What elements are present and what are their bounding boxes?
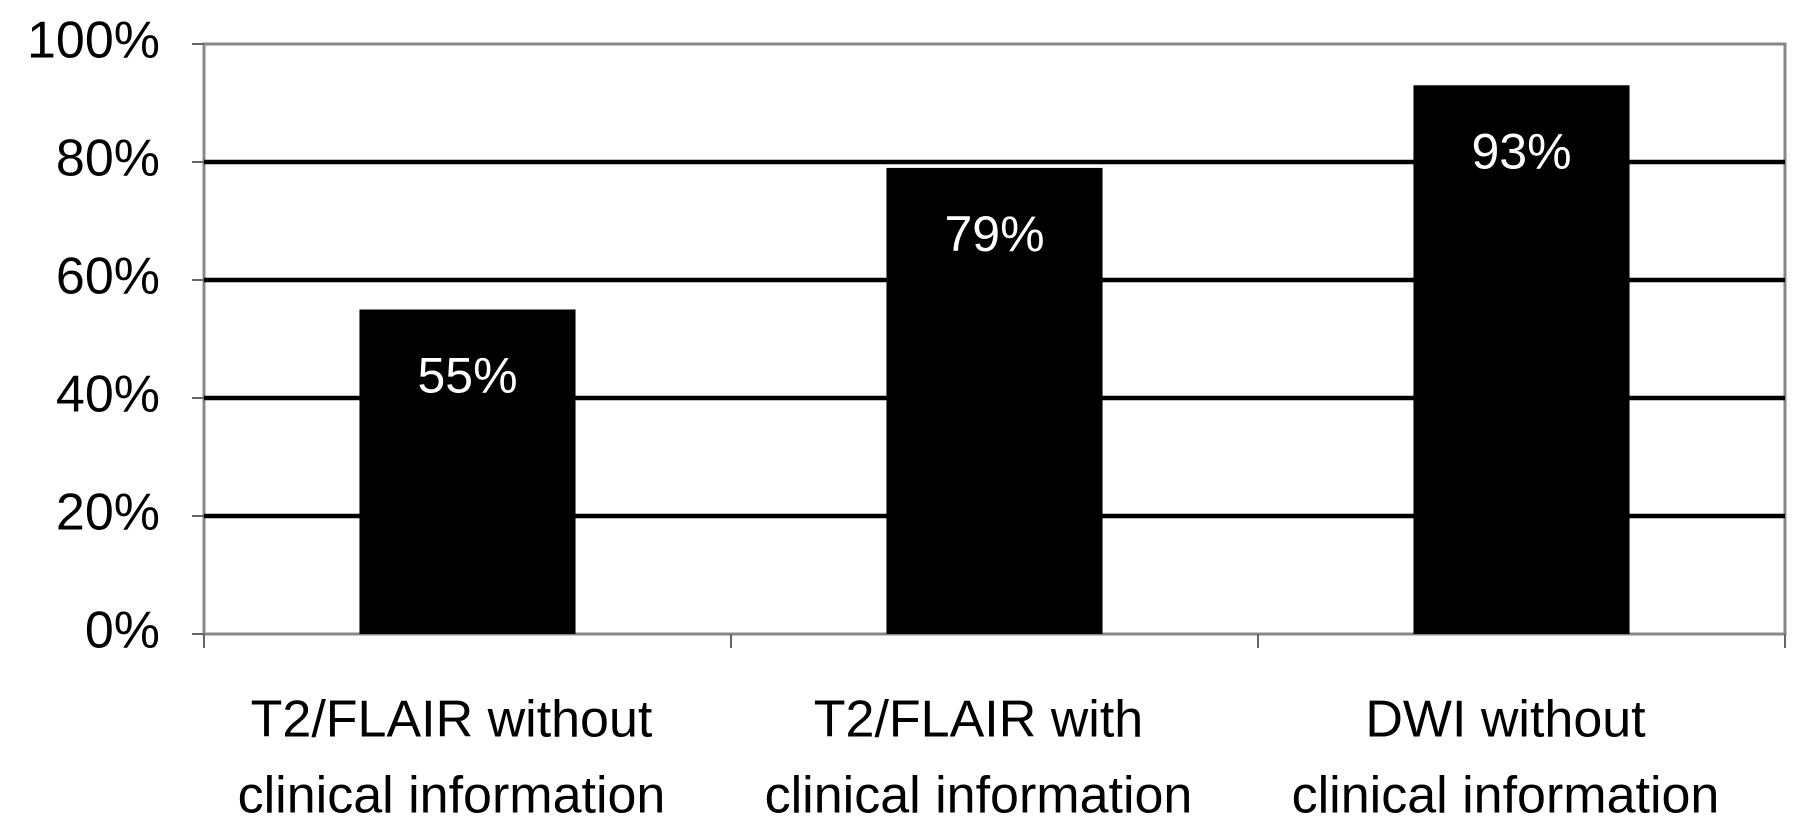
x-tick-label: DWI without — [1365, 691, 1646, 749]
x-tick-label: T2/FLAIR without — [251, 691, 653, 749]
value-label: 79% — [944, 206, 1044, 262]
value-label: 55% — [417, 348, 517, 404]
y-tick-label: 100% — [27, 12, 160, 70]
y-tick-label: 60% — [56, 248, 160, 306]
value-label: 93% — [1471, 124, 1571, 180]
x-tick-label: clinical information — [238, 767, 666, 825]
x-tick-label: T2/FLAIR with — [814, 691, 1143, 749]
y-tick-label: 40% — [56, 366, 160, 424]
y-tick-label: 0% — [85, 602, 160, 660]
bar — [1413, 85, 1630, 635]
bar — [359, 309, 576, 634]
x-tick-label: clinical information — [1292, 767, 1720, 825]
y-tick-label: 80% — [56, 130, 160, 188]
x-tick-label: clinical information — [765, 767, 1193, 825]
bar — [886, 167, 1103, 634]
y-tick-label: 20% — [56, 484, 160, 542]
